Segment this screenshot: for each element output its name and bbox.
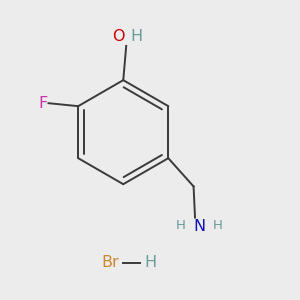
Text: F: F — [38, 96, 48, 111]
Text: N: N — [194, 219, 206, 234]
Text: O: O — [112, 28, 125, 44]
Text: H: H — [144, 255, 156, 270]
Text: H: H — [130, 28, 143, 44]
Text: H: H — [176, 219, 186, 232]
Text: Br: Br — [101, 255, 119, 270]
Text: H: H — [212, 219, 222, 232]
